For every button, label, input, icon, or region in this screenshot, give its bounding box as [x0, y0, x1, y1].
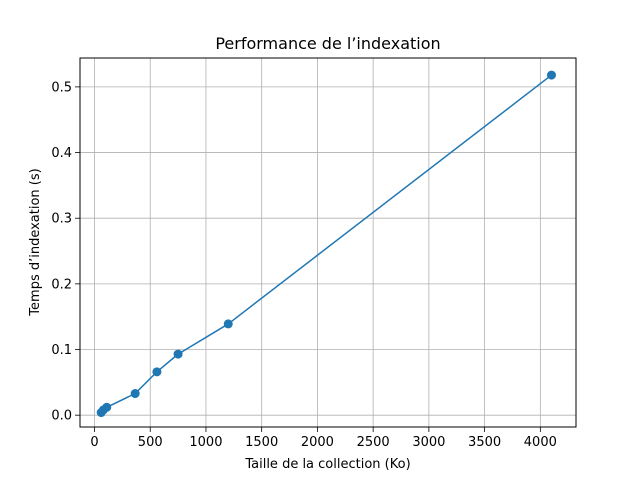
chart-title: Performance de l’indexation	[215, 34, 440, 53]
x-tick-label: 1000	[189, 435, 222, 450]
plot-area-frame	[79, 57, 577, 428]
y-tick-label: 0.2	[51, 277, 72, 292]
data-point	[130, 389, 140, 399]
x-tick-label: 2500	[357, 435, 390, 450]
grid	[80, 58, 576, 427]
data-point	[152, 367, 162, 377]
x-tick-label: 3000	[412, 435, 445, 450]
x-tick-label: 4000	[524, 435, 557, 450]
x-tick-label: 500	[138, 435, 163, 450]
y-tick-label: 0.5	[51, 80, 72, 95]
y-tick-label: 0.1	[51, 343, 72, 358]
data-point	[173, 349, 183, 359]
x-tick-label: 0	[90, 435, 98, 450]
data-series	[96, 70, 556, 418]
x-axis-ticks: 0 500 1000 1500 2000 2500 3000 3500 4000	[90, 427, 557, 450]
y-tick-label: 0.4	[51, 146, 72, 161]
x-tick-label: 3500	[468, 435, 501, 450]
y-tick-label: 0.0	[51, 409, 72, 424]
y-tick-label: 0.3	[51, 212, 72, 227]
data-point	[223, 319, 233, 329]
y-axis-label: Temps d’indexation (s)	[28, 168, 43, 316]
x-axis-label: Taille de la collection (Ko)	[244, 457, 410, 472]
x-tick-label: 1500	[245, 435, 278, 450]
data-point	[546, 70, 556, 80]
y-axis-ticks: 0.0 0.1 0.2 0.3 0.4 0.5	[51, 80, 80, 424]
data-point	[102, 402, 112, 412]
x-tick-label: 2000	[301, 435, 334, 450]
